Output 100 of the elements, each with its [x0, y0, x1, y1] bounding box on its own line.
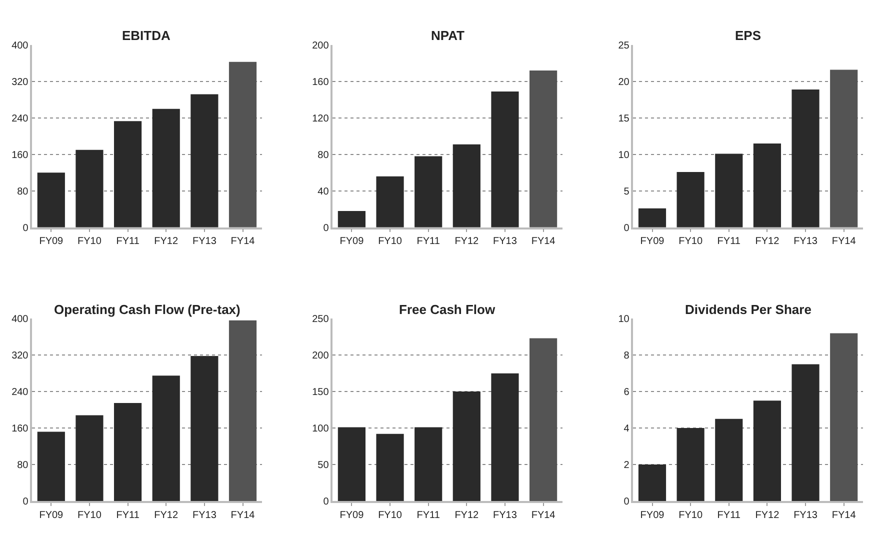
- bar: [114, 121, 142, 228]
- x-tick-label: FY14: [531, 510, 556, 521]
- chart-title: Dividends Per Share: [685, 302, 812, 317]
- y-tick-label: 200: [312, 40, 330, 52]
- y-tick-label: 50: [318, 460, 330, 472]
- y-tick-label: 5: [624, 186, 630, 198]
- y-tick-label: 150: [312, 387, 330, 398]
- bar: [228, 62, 257, 228]
- bar: [414, 427, 442, 501]
- y-tick-label: 100: [312, 424, 330, 435]
- bar: [715, 418, 743, 501]
- bar: [190, 94, 218, 228]
- bar: [830, 70, 858, 228]
- x-tick-label: FY14: [230, 510, 256, 521]
- x-tick-label: FY14: [531, 236, 556, 248]
- x-tick-label: FY11: [717, 236, 741, 248]
- x-tick-label: FY11: [116, 236, 140, 248]
- x-tick-label: FY09: [39, 510, 64, 521]
- y-tick-label: 160: [12, 424, 29, 435]
- x-tick-label: FY13: [794, 510, 818, 521]
- bar: [753, 400, 781, 501]
- x-tick-label: FY10: [78, 510, 102, 521]
- y-tick-label: 80: [17, 186, 29, 198]
- bar: [530, 70, 558, 228]
- bar: [228, 320, 257, 501]
- y-tick-label: 320: [12, 76, 29, 88]
- y-tick-label: 6: [624, 387, 630, 398]
- x-tick-label: FY09: [340, 510, 364, 521]
- y-tick-label: 25: [618, 40, 630, 52]
- x-tick-label: FY11: [416, 236, 440, 248]
- bar: [830, 333, 858, 501]
- bar: [638, 464, 666, 501]
- x-tick-label: FY09: [640, 236, 665, 248]
- bar: [76, 150, 104, 228]
- x-tick-label: FY13: [794, 236, 818, 248]
- y-tick-label: 0: [323, 496, 330, 508]
- x-tick-label: FY12: [454, 510, 480, 521]
- y-tick-label: 0: [22, 496, 29, 508]
- y-tick-label: 400: [12, 40, 29, 52]
- bar: [152, 376, 180, 501]
- x-tick-label: FY13: [493, 236, 518, 248]
- y-tick-label: 200: [312, 350, 330, 362]
- bar: [76, 415, 104, 501]
- y-tick-label: 40: [318, 186, 330, 198]
- x-tick-label: FY13: [192, 510, 217, 521]
- x-tick-label: FY12: [154, 236, 178, 248]
- x-tick-label: FY09: [39, 236, 64, 248]
- x-tick-label: FY12: [154, 510, 178, 521]
- x-tick-label: FY10: [378, 236, 402, 248]
- y-tick-label: 0: [323, 222, 330, 234]
- bar: [37, 172, 65, 228]
- y-tick-label: 15: [618, 113, 630, 124]
- bar: [338, 210, 366, 228]
- y-tick-label: 250: [312, 314, 330, 326]
- y-tick-label: 0: [22, 222, 29, 234]
- y-tick-label: 4: [624, 424, 630, 435]
- y-tick-label: 20: [618, 76, 630, 88]
- y-tick-label: 240: [12, 387, 29, 398]
- x-tick-label: FY14: [230, 236, 256, 248]
- chart-title: EBITDA: [122, 28, 171, 43]
- chart-title: NPAT: [431, 28, 465, 43]
- x-tick-label: FY11: [717, 510, 741, 521]
- chart-title: EPS: [735, 28, 762, 43]
- y-tick-label: 10: [618, 314, 630, 326]
- y-tick-label: 240: [12, 113, 29, 124]
- x-tick-label: FY10: [378, 510, 402, 521]
- y-tick-label: 0: [624, 496, 630, 508]
- x-tick-label: FY10: [678, 510, 703, 521]
- bar: [676, 172, 704, 228]
- y-tick-label: 320: [12, 350, 29, 362]
- x-tick-label: FY13: [493, 510, 518, 521]
- x-tick-label: FY10: [78, 236, 102, 248]
- bar: [338, 427, 366, 501]
- bar: [792, 364, 820, 501]
- bar: [190, 356, 218, 501]
- y-tick-label: 160: [312, 76, 330, 88]
- y-tick-label: 400: [12, 314, 29, 326]
- y-tick-label: 120: [312, 113, 330, 124]
- bar: [491, 92, 519, 228]
- bar: [452, 144, 480, 228]
- bar: [376, 176, 404, 228]
- x-tick-label: FY11: [416, 510, 440, 521]
- chart-title: Operating Cash Flow (Pre-tax): [54, 302, 240, 317]
- bar: [152, 108, 180, 228]
- x-tick-label: FY14: [832, 236, 856, 248]
- bar: [452, 392, 480, 501]
- bar: [414, 156, 442, 228]
- x-tick-label: FY13: [192, 236, 217, 248]
- bar: [676, 428, 704, 501]
- bar: [792, 90, 820, 228]
- bar: [530, 338, 558, 501]
- y-tick-label: 0: [624, 222, 630, 234]
- y-tick-label: 10: [618, 150, 630, 161]
- x-tick-label: FY12: [755, 510, 780, 521]
- bar: [753, 144, 781, 228]
- chart-title: Free Cash Flow: [399, 302, 496, 317]
- x-tick-label: FY10: [678, 236, 703, 248]
- bar: [114, 402, 142, 501]
- x-tick-label: FY09: [640, 510, 665, 521]
- bar: [638, 208, 666, 228]
